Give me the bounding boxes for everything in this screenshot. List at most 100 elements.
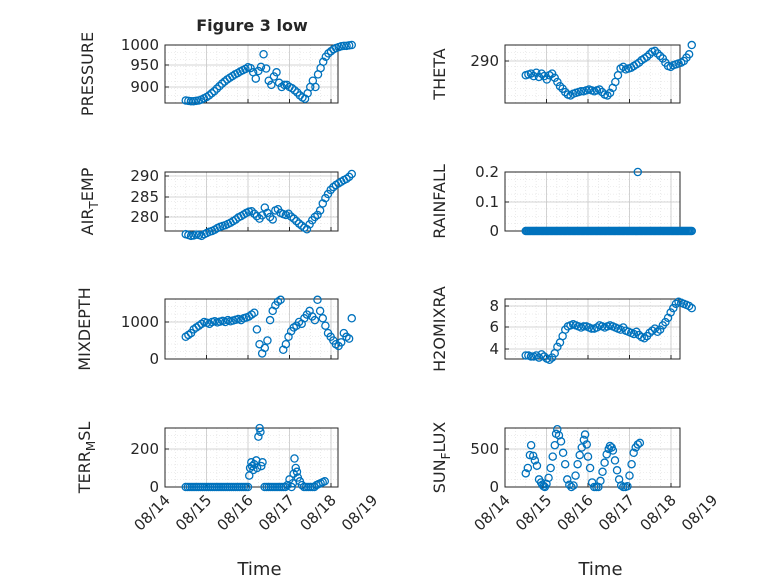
data-point	[336, 338, 346, 347]
data-point	[532, 461, 542, 470]
data-point	[528, 451, 538, 461]
y-tick-label: 0	[149, 350, 159, 368]
y-tick-label: 8	[489, 297, 499, 315]
data-point	[268, 215, 277, 224]
data-point	[567, 482, 576, 492]
data-point	[315, 206, 325, 215]
data-point	[259, 49, 268, 59]
y-axis-label: THETA	[430, 48, 449, 100]
y-axis-label-main: THETA	[430, 48, 449, 100]
data-point	[250, 308, 259, 317]
data-point	[555, 81, 565, 91]
data-point	[627, 459, 636, 469]
subplot-h2omixra: 8 6 4 H2OMIXRA	[430, 286, 697, 372]
data-point	[687, 40, 697, 50]
data-point	[558, 448, 568, 458]
data-point	[204, 91, 214, 100]
data-point	[217, 79, 227, 88]
x-tick-label: 08/19	[678, 491, 721, 534]
data-point	[655, 325, 665, 334]
data-point	[585, 463, 595, 473]
data-point	[571, 471, 580, 480]
data-point	[243, 482, 253, 492]
x-tick-label: 08/14	[471, 491, 514, 534]
data-point	[292, 467, 302, 477]
data-point	[661, 317, 670, 327]
data-point	[247, 461, 257, 471]
data-point	[320, 477, 330, 486]
subplot-theta: 290 THETA	[430, 40, 697, 104]
data-point	[339, 41, 349, 51]
data-point	[521, 351, 531, 360]
data-point	[573, 459, 582, 469]
y-tick-label: 950	[130, 56, 159, 74]
data-point	[274, 78, 284, 88]
data-point	[287, 482, 296, 492]
data-point	[289, 214, 299, 223]
y-axis-label-subscript: T	[87, 201, 101, 210]
data-point	[265, 315, 275, 325]
data-point	[669, 303, 678, 313]
data-point	[684, 301, 694, 311]
y-axis-label-main: RAINFALL	[430, 164, 449, 239]
axes-frame	[164, 44, 339, 104]
data-point	[633, 440, 643, 449]
data-point	[263, 336, 272, 345]
data-point	[545, 355, 554, 364]
data-point	[290, 86, 299, 95]
y-axis-label: MIXDEPTH	[75, 287, 94, 370]
data-point	[553, 77, 562, 87]
data-point	[653, 49, 662, 58]
data-point	[526, 440, 536, 450]
data-point	[310, 315, 320, 325]
data-point	[600, 458, 609, 467]
data-point	[254, 432, 263, 441]
data-point	[281, 482, 290, 492]
y-axis-label-rest: SL	[75, 422, 94, 441]
data-point	[287, 84, 297, 93]
data-point	[595, 85, 604, 94]
y-tick-label: 285	[130, 188, 159, 206]
data-point	[246, 63, 255, 73]
figure-title: Figure 3 low	[196, 16, 308, 35]
data-point	[318, 57, 328, 67]
y-axis-label-rest: LUX	[430, 422, 449, 453]
data-point	[645, 328, 654, 338]
y-tick-label: 1000	[121, 313, 159, 331]
data-point	[616, 481, 626, 490]
subplot-sun: 500 0 SUNFLUX 08/1408/1508/1608/1708/1808/1…	[430, 422, 721, 580]
data-point	[251, 74, 261, 83]
data-point	[576, 86, 586, 96]
subplot-air: 290 285 280 AIRTEMP	[78, 167, 356, 241]
data-point	[257, 461, 266, 471]
data-point	[546, 463, 555, 473]
data-point	[655, 51, 665, 61]
data-point	[569, 481, 578, 490]
data-point	[684, 50, 694, 59]
data-point	[252, 325, 262, 334]
y-tick-label: 1000	[121, 36, 159, 54]
y-tick-label: 6	[489, 318, 499, 336]
data-point	[580, 430, 590, 439]
y-tick-label: 290	[470, 52, 499, 70]
x-tick-label: 08/17	[595, 491, 638, 534]
axes-frame	[504, 44, 681, 104]
data-point	[530, 456, 540, 465]
axes-frame	[504, 298, 681, 360]
data-point	[258, 458, 267, 467]
data-point	[252, 463, 262, 473]
data-point	[290, 454, 299, 463]
data-point	[629, 329, 639, 339]
data-point	[318, 314, 328, 323]
data-point	[344, 334, 354, 343]
data-point	[347, 169, 356, 179]
data-point	[523, 463, 533, 473]
data-point	[587, 478, 597, 487]
data-point	[560, 459, 570, 469]
y-tick-label: 500	[470, 440, 499, 458]
data-point	[252, 211, 262, 221]
data-point	[602, 450, 611, 459]
y-axis-label-main: MIXDEPTH	[75, 287, 94, 370]
